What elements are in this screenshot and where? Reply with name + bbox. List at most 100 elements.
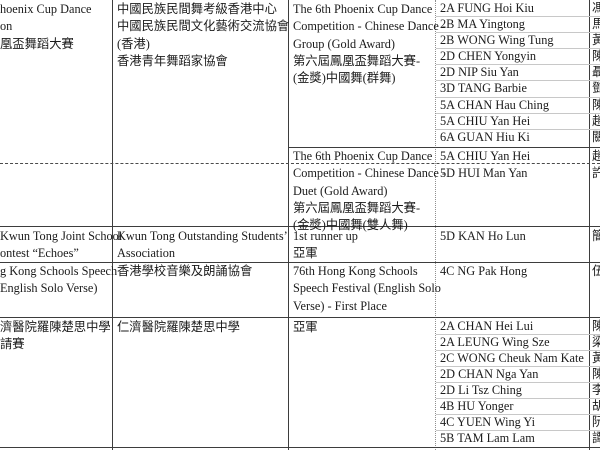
- student-name-en: 6A GUAN Hiu Ki: [440, 129, 530, 144]
- student-name-zh: 阮: [592, 415, 600, 429]
- cell-line: Kwun Tong Joint School: [0, 229, 123, 243]
- student-name-zh: 陳: [592, 97, 600, 112]
- cell-line: The 6th Phoenix Cup Dance: [293, 2, 433, 16]
- column-border-4: [589, 0, 590, 450]
- student-name-zh: 聶: [592, 65, 600, 80]
- cell-line: Kwun Tong Outstanding Students’: [117, 229, 288, 243]
- student-name-en: 2C WONG Cheuk Nam Kate: [440, 351, 584, 365]
- event-cell-phoenix: hoenix Cup Dance on 凰盃舞蹈大賽: [0, 1, 112, 53]
- cell-line: (香港): [117, 36, 150, 51]
- student-row: 3D TANG Barbie 鄧: [436, 81, 600, 98]
- student-name-en: 5A CHIU Yan Hei: [440, 113, 531, 128]
- cell-line: ontest “Echoes”: [0, 246, 79, 261]
- student-row: 5A CHIU Yan Hei 趙: [436, 114, 600, 130]
- cell-line: on: [0, 19, 13, 34]
- student-name-zh: 陳: [592, 49, 600, 64]
- student-name-zh: 關: [592, 129, 600, 144]
- student-name-zh: 陳: [592, 319, 600, 333]
- student-name-en: 2A CHAN Hei Lui: [440, 319, 534, 333]
- student-row: 4B HU Yonger 胡: [436, 399, 600, 415]
- student-name-zh: 趙: [592, 113, 600, 128]
- student-name-en: 2D CHAN Nga Yan: [440, 367, 539, 381]
- cell-line: hoenix Cup Dance: [0, 2, 92, 16]
- award-cell-yan-chai: 亞軍: [289, 319, 436, 336]
- student-name-zh: 李: [592, 383, 600, 397]
- student-name-en: 5A CHIU Yan Hei: [440, 149, 531, 163]
- event-cell-yan-chai: 濟醫院羅陳楚思中學 請賽: [0, 319, 112, 354]
- student-name-zh: 伍: [592, 264, 600, 278]
- event-cell-kwun-tong: Kwun Tong Joint School ontest “Echoes”: [0, 228, 123, 263]
- students-phoenix-group: 2A FUNG Hoi Kiu 馮 2B MA Yingtong 馬 2B WO…: [436, 1, 600, 146]
- row-border-duet-top: [288, 147, 600, 148]
- award-cell-kwun-tong: 1st runner up 亞軍: [289, 228, 436, 263]
- student-name-en: 2B WONG Wing Tung: [440, 33, 554, 48]
- student-name-en: 2D Li Tsz Ching: [440, 383, 522, 397]
- cell-line: 亞軍: [293, 246, 318, 261]
- student-name-en: 5B TAM Lam Lam: [440, 431, 535, 445]
- award-cell-speech: 76th Hong Kong Schools Speech Festival (E…: [289, 263, 441, 315]
- student-name-en: 4C NG Pak Hong: [440, 264, 528, 278]
- student-name-zh: 黃: [592, 351, 600, 365]
- cell-line: 凰盃舞蹈大賽: [0, 36, 74, 51]
- cell-line: 中國民族民間舞考級香港中心: [117, 2, 277, 16]
- award-cell-phoenix-group: The 6th Phoenix Cup Dance Competition - C…: [289, 1, 446, 87]
- cell-line: 1st runner up: [293, 229, 358, 243]
- cell-line: 香港青年舞蹈家協會: [117, 53, 228, 68]
- cell-line: 第六屆鳳凰盃舞蹈大賽-: [293, 200, 421, 215]
- cell-line: Competition - Chinese Dance -: [293, 166, 446, 181]
- cell-line: 中國民族民間文化藝術交流協會: [117, 19, 290, 34]
- student-row: 2C WONG Cheuk Nam Kate 黃: [436, 351, 600, 367]
- organizer-cell-yan-chai: 仁濟醫院羅陳楚思中學: [113, 319, 289, 336]
- row-border-3: [0, 317, 600, 318]
- cell-line: Group (Gold Award): [293, 36, 396, 51]
- student-name-en: 5A CHAN Hau Ching: [440, 97, 549, 112]
- award-cell-phoenix-duet: The 6th Phoenix Cup Dance Competition - C…: [289, 148, 446, 234]
- student-name-en: 2D CHEN Yongyin: [440, 49, 537, 64]
- student-name-zh: 黃: [592, 33, 600, 48]
- student-name-en: 4C YUEN Wing Yi: [440, 415, 536, 429]
- cell-line: (金獎)中國舞(群舞): [293, 71, 396, 86]
- student-row: 2A CHAN Hei Lui 陳: [436, 319, 600, 335]
- student-row: 4C YUEN Wing Yi 阮: [436, 415, 600, 431]
- cell-line: Speech Festival (English Solo: [293, 281, 441, 296]
- student-name-zh: 胡: [592, 399, 600, 413]
- cell-line: Competition - Chinese Dance -: [293, 19, 446, 34]
- event-cell-speech: g Kong Schools Speech English Solo Verse): [0, 263, 117, 298]
- student-name-zh: 趙: [592, 149, 600, 163]
- cell-line: 亞軍: [293, 320, 318, 334]
- student-row: 5A CHIU Yan Hei 趙: [436, 148, 600, 165]
- row-border-2: [0, 262, 600, 263]
- cell-line: (金獎)中國舞(雙人舞): [293, 218, 408, 233]
- student-row: 2D Li Tsz Ching 李: [436, 383, 600, 399]
- student-row: 6A GUAN Hiu Ki 關: [436, 130, 600, 146]
- student-name-en: 3D TANG Barbie: [440, 81, 527, 96]
- student-row: 2D CHEN Yongyin 陳: [436, 49, 600, 66]
- students-kwun-tong: 5D KAN Ho Lun 簡: [436, 228, 600, 245]
- student-name-en: 2A FUNG Hoi Kiu: [440, 1, 534, 15]
- row-border-bottom: [0, 447, 600, 448]
- student-name-en: 2D NIP Siu Yan: [440, 65, 519, 80]
- cell-line: 第六屆鳳凰盃舞蹈大賽-: [293, 53, 421, 68]
- cell-line: 76th Hong Kong Schools: [293, 264, 418, 278]
- student-name-zh: 許: [592, 166, 600, 181]
- cell-line: 濟醫院羅陳楚思中學: [0, 320, 111, 334]
- student-name-zh: 簡: [592, 229, 600, 243]
- row-border-1: [0, 226, 600, 227]
- student-name-zh: 馮: [592, 1, 600, 15]
- cell-line: The 6th Phoenix Cup Dance: [293, 149, 433, 163]
- student-name-en: 5D KAN Ho Lun: [440, 229, 526, 243]
- cell-line: Duet (Gold Award): [293, 183, 388, 198]
- student-row: 2B MA Yingtong 馬: [436, 17, 600, 34]
- student-name-zh: 馬: [592, 17, 600, 32]
- student-row: 2D CHAN Nga Yan 陳: [436, 367, 600, 383]
- student-name-en: 5D HUI Man Yan: [440, 166, 528, 181]
- student-name-zh: 陳: [592, 367, 600, 381]
- student-name-en: 4B HU Yonger: [440, 399, 514, 413]
- student-name-en: 2A LEUNG Wing Sze: [440, 335, 550, 349]
- organizer-cell-phoenix: 中國民族民間舞考級香港中心 中國民族民間文化藝術交流協會 (香港) 香港青年舞蹈家協會: [113, 1, 289, 70]
- student-name-zh: 譚: [592, 431, 600, 445]
- student-row: 5D KAN Ho Lun 簡: [436, 228, 600, 245]
- column-border-3-dotted: [435, 0, 436, 450]
- cell-line: 香港學校音樂及朗誦協會: [117, 264, 253, 278]
